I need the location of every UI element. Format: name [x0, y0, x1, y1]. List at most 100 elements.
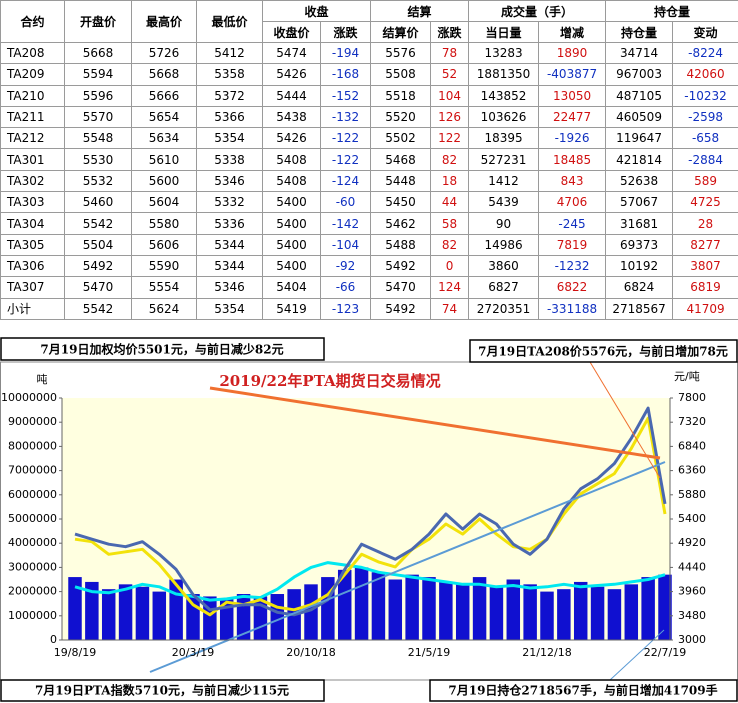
bar — [337, 569, 352, 640]
contract-cell: 小计 — [0, 297, 65, 320]
cell: 78 — [430, 41, 470, 65]
contract-cell: TA307 — [0, 276, 65, 299]
cell: 8277 — [672, 233, 738, 256]
header-cell: 结算价 — [370, 21, 432, 43]
y-tick-label: 6000000 — [8, 488, 57, 501]
bar — [540, 591, 554, 640]
contract-cell: TA305 — [0, 233, 65, 256]
bar — [506, 579, 521, 640]
note: 7月19日PTA指数5710元，与前日减少115元 — [35, 683, 289, 698]
cell: 42060 — [672, 63, 738, 86]
x-tick-label: 20/3/19 — [172, 646, 214, 659]
cell: 13283 — [468, 41, 540, 65]
cell: -194 — [319, 41, 372, 65]
cell: 5518 — [370, 84, 432, 107]
cell: 6824 — [605, 276, 674, 299]
cell: 5400 — [262, 233, 321, 256]
futures-table: 合约 开盘价 最高价 最低价 收盘 结算 成交量（手） 持仓量 收盘价 涨跌 结算价 涨跌 当日量 增减持… — [0, 0, 738, 320]
contract-cell: TA302 — [0, 169, 65, 193]
table-row: TA301 5530 5610 5338 5408 -122 5468 82 527231 184… — [0, 148, 738, 171]
cell: -122 — [319, 148, 372, 171]
cell: 41709 — [672, 297, 738, 320]
cell: 5492 — [370, 297, 432, 320]
cell: 5336 — [196, 212, 263, 235]
chart-title: 2019/22年PTA期货日交易情况 — [219, 372, 440, 390]
table-row: TA209 5594 5668 5358 5426 -168 5508 52 1881350 -4… — [0, 63, 738, 86]
table-row: TA208 5668 5726 5412 5474 -194 5576 78 13283 1890… — [0, 41, 738, 65]
bar — [455, 584, 470, 640]
table-row: TA307 5470 5554 5346 5404 -66 5470 124 6827 6822 6… — [0, 276, 738, 299]
bar — [135, 586, 150, 640]
y2-tick-label: 6360 — [678, 464, 706, 477]
cell: 5548 — [64, 127, 132, 150]
y-tick-label: 4000000 — [8, 536, 57, 549]
table-row: TA304 5542 5580 5336 5400 -142 5462 58 90 -245 316… — [0, 212, 738, 235]
cell: 460509 — [605, 105, 674, 129]
cell: -152 — [319, 84, 372, 107]
y2-tick-label: 5880 — [678, 488, 706, 501]
cell: -122 — [319, 127, 372, 150]
bar — [85, 581, 99, 640]
header-row: 合约 开盘价 最高价 最低价 收盘 结算 成交量（手） 持仓量 — [0, 0, 738, 43]
cell: 82 — [430, 233, 470, 256]
cell: 5530 — [64, 148, 132, 171]
y-tick-label: 5000000 — [8, 512, 57, 525]
bar — [472, 577, 487, 640]
header-cell: 涨跌 — [430, 21, 470, 43]
contract-cell: TA212 — [0, 127, 65, 150]
y2-tick-label: 6840 — [678, 439, 706, 452]
cell: -92 — [319, 254, 372, 278]
y2-tick-label: 3480 — [678, 609, 706, 622]
bar — [270, 594, 285, 640]
cell: 34714 — [605, 41, 674, 65]
cell: 18 — [430, 169, 470, 193]
bar — [489, 586, 504, 640]
cell: -123 — [319, 297, 372, 320]
note: 7月19日持仓2718567手，与前日增加41709手 — [448, 683, 717, 698]
cell: 5400 — [262, 191, 321, 214]
y2-tick-label: 4440 — [678, 560, 706, 573]
table-row: TA212 5548 5634 5354 5426 -122 5502 122 18395 -19… — [0, 127, 738, 150]
y-tick-label: 0 — [50, 633, 57, 646]
table-row: TA305 5504 5606 5344 5400 -104 5488 82 14986 7819… — [0, 233, 738, 256]
bar — [439, 581, 453, 640]
bar — [422, 577, 436, 640]
bar — [321, 577, 335, 640]
cell: 6819 — [672, 276, 738, 299]
bar — [641, 577, 655, 640]
trend-line — [209, 386, 661, 460]
cell: 5590 — [131, 254, 197, 278]
table-row: TA302 5532 5600 5346 5408 -124 5448 18 1412 843 52… — [0, 169, 738, 193]
y-tick-label: 9000000 — [8, 415, 57, 428]
cell: 5338 — [196, 148, 263, 171]
cell: -60 — [319, 191, 372, 214]
note: 7月19日加权均价5501元，与前日减少82元 — [40, 342, 283, 357]
bar — [101, 589, 116, 640]
note: 7月19日TA208价5576元，与前日增加78元 — [478, 344, 728, 359]
cell: 31681 — [605, 212, 674, 235]
y-tick-label: 8000000 — [8, 439, 57, 452]
cell: 5606 — [131, 233, 197, 256]
x-tick-label: 20/10/18 — [286, 646, 335, 659]
cell: 5570 — [64, 105, 132, 129]
marks — [68, 406, 672, 640]
bar — [624, 584, 639, 640]
y2-tick-label: 3960 — [678, 585, 706, 598]
header-cell: 合约 — [0, 0, 65, 43]
y-tick-label: 7000000 — [8, 464, 57, 477]
bar — [590, 586, 605, 640]
note-box — [469, 339, 738, 363]
y-tick-label: 2000000 — [8, 585, 57, 598]
cell: 5488 — [370, 233, 432, 256]
x-tick-label: 19/8/19 — [54, 646, 96, 659]
line — [74, 406, 667, 617]
cell: -10232 — [672, 84, 738, 107]
cell: 18395 — [468, 127, 540, 150]
cell: 7819 — [538, 233, 607, 256]
bar — [152, 591, 167, 640]
cell: 5600 — [131, 169, 197, 193]
line — [74, 561, 666, 602]
cell: -658 — [672, 127, 738, 150]
